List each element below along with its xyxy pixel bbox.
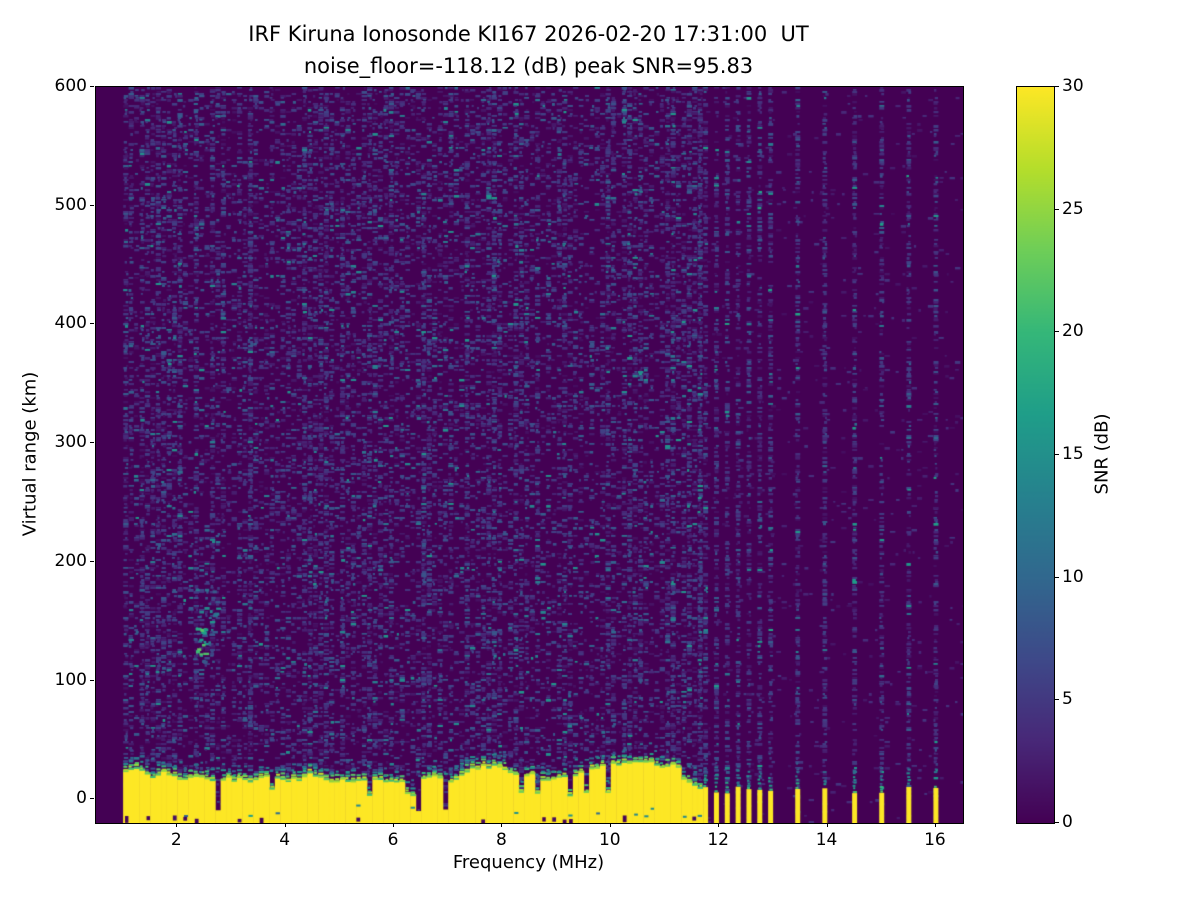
x-tick-label: 14 — [815, 830, 838, 850]
colorbar-tick-label: 10 — [1062, 566, 1084, 587]
colorbar-tick-mark — [1055, 86, 1059, 87]
x-tick-mark — [284, 823, 286, 827]
x-axis-label: Frequency (MHz) — [452, 852, 605, 873]
y-tick-mark — [90, 679, 94, 681]
colorbar-tick-label: 5 — [1062, 689, 1073, 710]
x-tick-mark — [609, 823, 611, 827]
y-axis-label: Virtual range (km) — [19, 371, 41, 537]
colorbar-tick-label: 25 — [1062, 198, 1084, 219]
colorbar-tick-mark — [1055, 208, 1059, 210]
colorbar-tick-label: 0 — [1062, 812, 1073, 832]
y-tick-label: 600 — [54, 76, 87, 96]
colorbar — [1016, 86, 1055, 824]
x-tick-label: 10 — [598, 830, 621, 850]
y-tick-mark — [90, 560, 94, 562]
y-tick-label: 200 — [54, 550, 87, 571]
colorbar-tick-label: 15 — [1062, 444, 1084, 464]
x-tick-label: 12 — [707, 830, 729, 850]
title-line-1: IRF Kiruna Ionosonde KI167 2026-02-20 17… — [248, 22, 809, 46]
colorbar-tick-mark — [1055, 331, 1059, 333]
y-tick-mark — [90, 323, 94, 325]
colorbar-label: SNR (dB) — [1091, 413, 1113, 495]
plot-area — [95, 86, 964, 824]
x-tick-mark — [393, 823, 395, 827]
y-tick-label: 300 — [54, 432, 87, 453]
y-tick-label: 0 — [76, 788, 87, 809]
x-tick-mark — [826, 823, 828, 827]
colorbar-tick-label: 20 — [1062, 321, 1084, 342]
figure-title: IRF Kiruna Ionosonde KI167 2026-02-20 17… — [95, 18, 962, 82]
x-tick-mark — [934, 823, 936, 827]
colorbar-tick-mark — [1055, 822, 1059, 823]
title-line-2: noise_floor=-118.12 (dB) peak SNR=95.83 — [303, 54, 754, 78]
colorbar-tick-mark — [1055, 699, 1059, 701]
x-tick-label: 6 — [387, 830, 399, 850]
colorbar-tick-mark — [1055, 576, 1059, 578]
y-tick-mark — [90, 798, 94, 800]
y-tick-mark — [90, 442, 94, 444]
x-tick-mark — [176, 823, 178, 827]
x-tick-mark — [718, 823, 720, 827]
x-tick-label: 16 — [924, 830, 946, 850]
x-tick-label: 4 — [279, 830, 291, 850]
colorbar-tick-mark — [1055, 454, 1059, 455]
x-tick-mark — [501, 823, 503, 827]
y-tick-label: 500 — [54, 194, 87, 215]
x-tick-label: 8 — [495, 830, 507, 850]
y-tick-label: 400 — [54, 313, 87, 334]
y-tick-mark — [90, 204, 94, 206]
colorbar-tick-label: 30 — [1062, 76, 1084, 96]
y-tick-label: 100 — [54, 669, 87, 690]
x-tick-label: 2 — [170, 830, 182, 850]
y-tick-mark — [90, 86, 94, 87]
colorbar-gradient-canvas — [1017, 87, 1054, 823]
ionogram-heatmap-canvas — [96, 87, 963, 823]
